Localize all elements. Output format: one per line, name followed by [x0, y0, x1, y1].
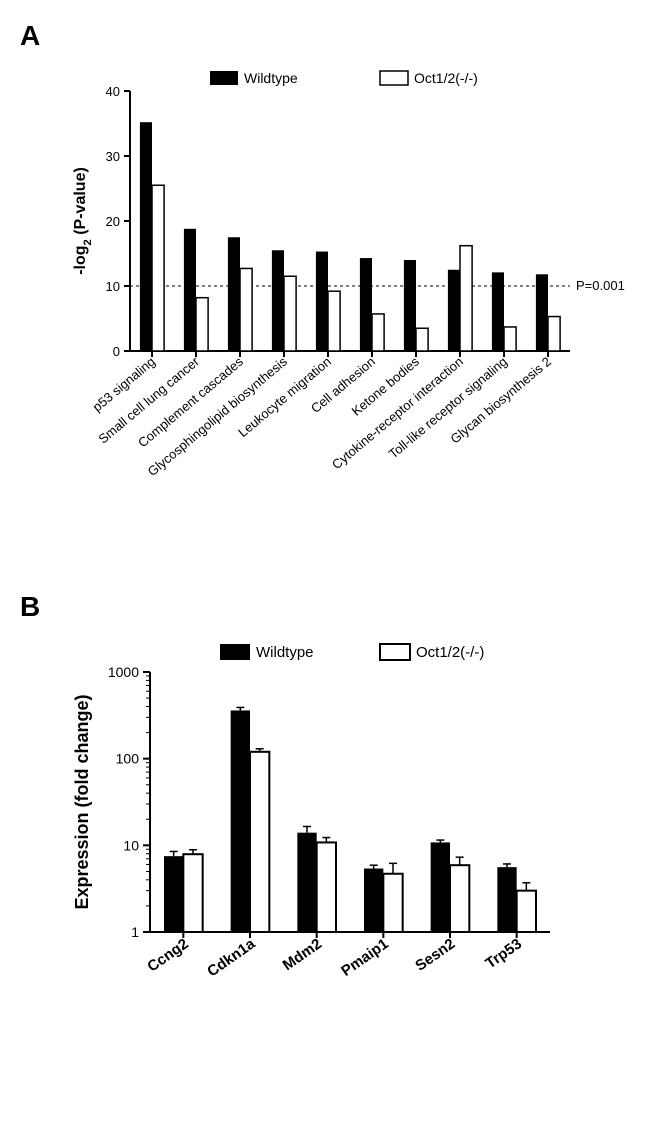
- svg-text:0: 0: [113, 344, 120, 359]
- svg-text:Pmaip1: Pmaip1: [338, 935, 391, 980]
- svg-text:Sesn2: Sesn2: [412, 935, 458, 974]
- svg-text:Ccng2: Ccng2: [144, 935, 191, 975]
- svg-text:Cdkn1a: Cdkn1a: [204, 935, 259, 980]
- svg-text:-log2 (P-value): -log2 (P-value): [72, 167, 94, 275]
- svg-text:40: 40: [106, 84, 120, 99]
- svg-text:30: 30: [106, 149, 120, 164]
- svg-text:10: 10: [106, 279, 120, 294]
- panel-b-chart: 1 10 100 1000 Expression (fold change) Ccng2 C…: [60, 627, 638, 1042]
- svg-text:Wildtype: Wildtype: [256, 644, 314, 661]
- svg-text:P=0.001: P=0.001: [576, 278, 625, 293]
- svg-text:20: 20: [106, 214, 120, 229]
- svg-text:1000: 1000: [108, 664, 139, 680]
- panel-a-label: A: [20, 20, 638, 52]
- svg-text:Wildtype: Wildtype: [244, 70, 298, 86]
- svg-text:10: 10: [123, 837, 139, 853]
- svg-text:1: 1: [131, 924, 139, 940]
- svg-text:Expression (fold change): Expression (fold change): [72, 694, 92, 909]
- svg-text:Oct1/2(-/-): Oct1/2(-/-): [416, 644, 484, 661]
- panel-b-label: B: [20, 591, 638, 623]
- svg-text:Oct1/2(-/-): Oct1/2(-/-): [414, 70, 478, 86]
- svg-text:Mdm2: Mdm2: [280, 935, 325, 974]
- svg-text:100: 100: [116, 751, 140, 767]
- panel-a-chart: 010203040-log2 (P-value)P=0.001p53 signa…: [60, 56, 638, 531]
- svg-text:Trp53: Trp53: [482, 935, 525, 972]
